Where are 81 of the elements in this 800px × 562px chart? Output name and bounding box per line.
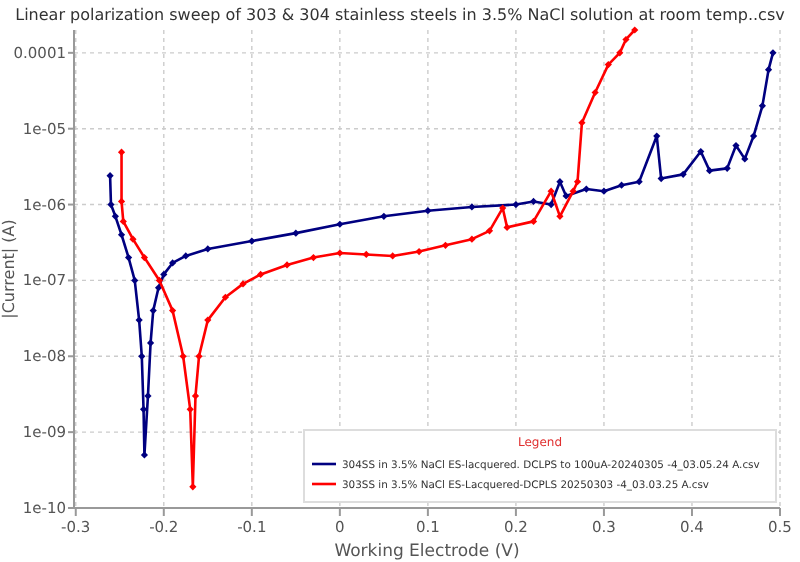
point xyxy=(283,261,291,269)
y-axis-title: |Current| (A) xyxy=(0,219,18,319)
point xyxy=(168,307,177,315)
point xyxy=(155,276,163,285)
point xyxy=(591,88,599,97)
point xyxy=(616,49,624,57)
point xyxy=(441,241,450,249)
point xyxy=(257,270,265,279)
point xyxy=(117,231,126,239)
point xyxy=(604,60,612,69)
point xyxy=(389,252,397,260)
chart-title: Linear polarization sweep of 303 & 304 stainless steels in 3.5% NaCl solution at room temp..csv xyxy=(15,6,786,24)
point xyxy=(705,167,714,175)
point xyxy=(186,405,194,413)
point xyxy=(138,352,146,360)
point xyxy=(723,164,731,172)
point xyxy=(135,316,143,324)
point xyxy=(631,26,639,34)
point xyxy=(529,197,538,206)
point xyxy=(512,200,520,209)
point xyxy=(140,451,149,459)
point xyxy=(204,316,212,324)
point xyxy=(248,237,256,245)
point xyxy=(119,217,127,225)
point xyxy=(292,229,300,237)
point xyxy=(149,307,157,315)
point xyxy=(578,119,586,127)
point xyxy=(697,147,705,156)
point xyxy=(168,259,177,267)
point xyxy=(635,178,643,186)
point xyxy=(336,220,344,228)
point xyxy=(764,66,773,74)
point xyxy=(741,155,749,163)
point xyxy=(622,35,630,44)
point xyxy=(468,203,476,211)
point xyxy=(758,102,766,110)
point xyxy=(189,483,197,491)
point xyxy=(499,204,507,212)
point xyxy=(529,217,538,225)
point xyxy=(617,181,626,189)
point xyxy=(749,132,758,140)
point xyxy=(415,247,423,256)
point xyxy=(562,192,570,200)
point xyxy=(124,253,133,262)
point xyxy=(573,178,582,186)
point xyxy=(503,223,511,231)
point xyxy=(221,293,230,301)
point xyxy=(569,187,577,195)
point xyxy=(111,212,119,220)
point xyxy=(336,249,344,257)
point xyxy=(732,141,740,150)
point xyxy=(600,187,608,195)
point xyxy=(547,200,555,209)
point xyxy=(679,170,687,178)
point xyxy=(117,148,126,156)
point xyxy=(653,132,661,140)
point xyxy=(769,49,777,57)
point xyxy=(547,187,555,195)
point xyxy=(362,250,370,259)
x-axis-title: Working Electrode (V) xyxy=(334,542,520,562)
point xyxy=(182,252,190,260)
point xyxy=(140,253,149,262)
point xyxy=(191,392,200,400)
point xyxy=(160,270,168,279)
point xyxy=(195,352,203,360)
point xyxy=(179,352,187,360)
point xyxy=(380,212,388,220)
point xyxy=(129,235,137,243)
point xyxy=(117,197,126,206)
point xyxy=(106,172,114,180)
point xyxy=(144,392,152,400)
point xyxy=(146,339,155,347)
point xyxy=(309,253,318,262)
point xyxy=(424,207,432,215)
point xyxy=(468,235,476,243)
point xyxy=(204,245,212,253)
point xyxy=(239,280,247,288)
point xyxy=(582,185,590,193)
point xyxy=(154,284,163,292)
point xyxy=(485,227,494,235)
point xyxy=(131,276,139,285)
